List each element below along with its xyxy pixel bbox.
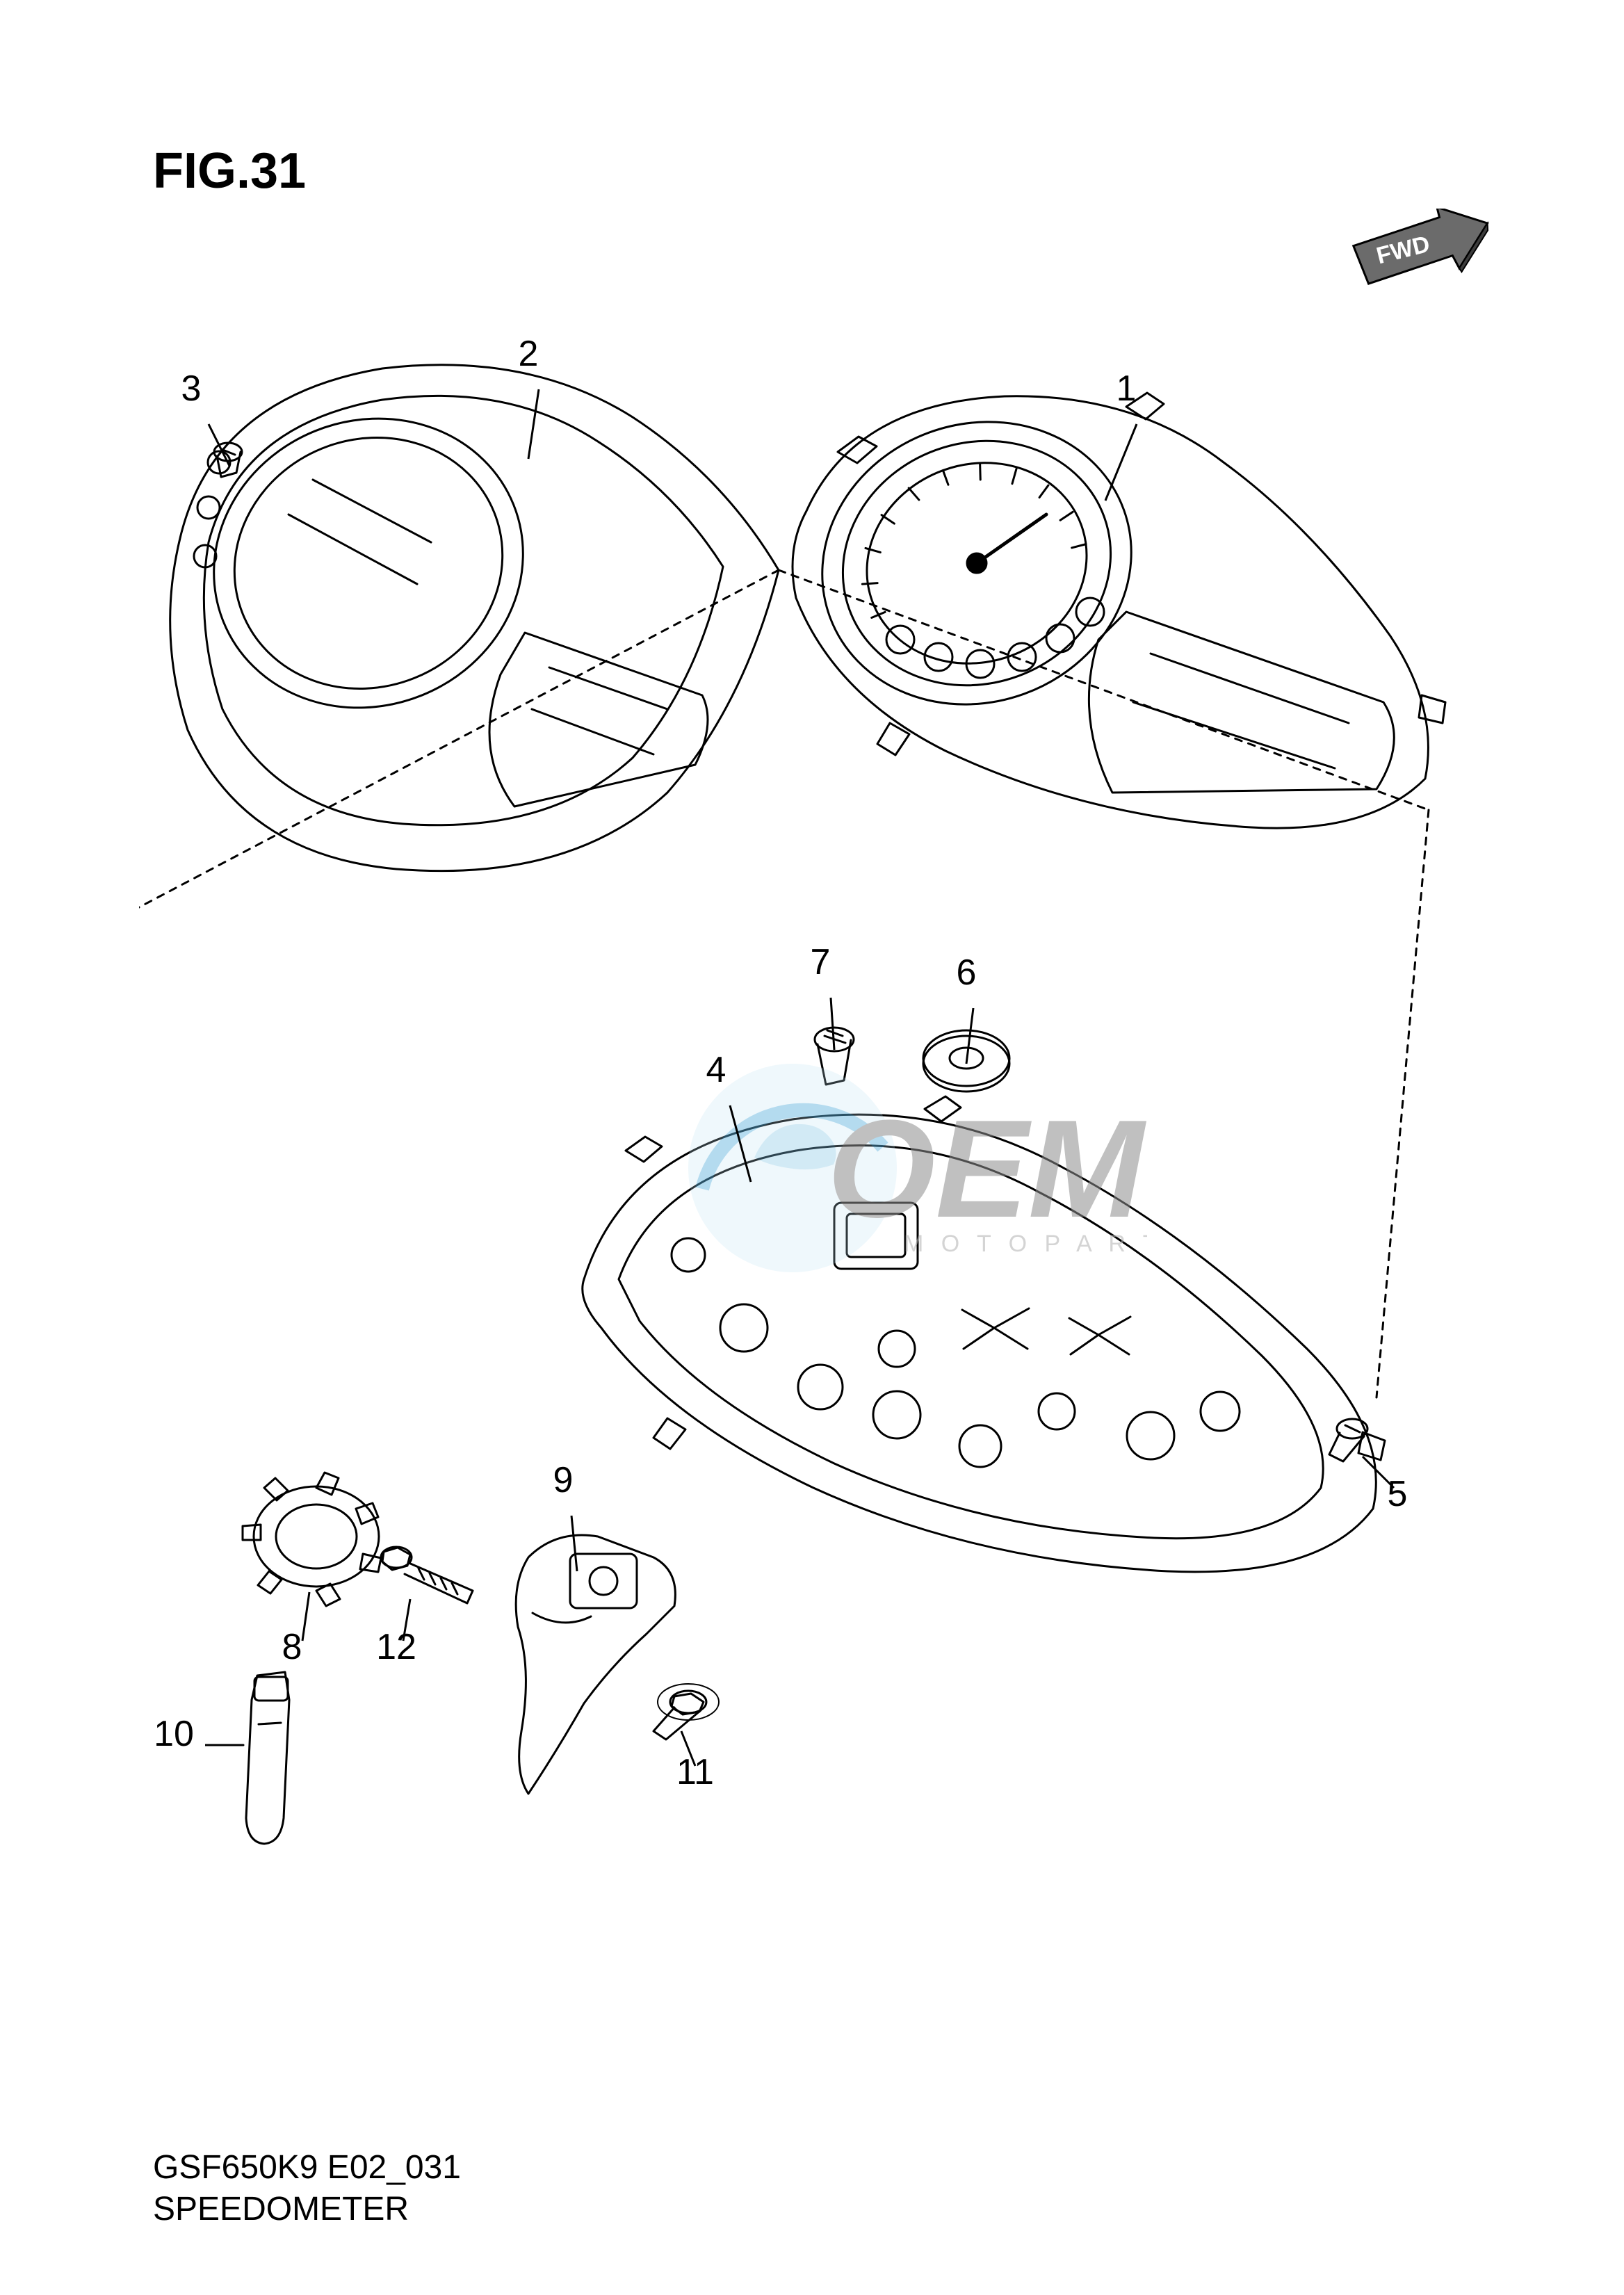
part-cushion xyxy=(923,1030,1009,1092)
callout-2: 2 xyxy=(507,333,550,375)
drawing-code: GSF650K9 E02_031 xyxy=(153,2148,461,2187)
drawing-name: SPEEDOMETER xyxy=(153,2190,409,2228)
callout-9: 9 xyxy=(542,1459,585,1501)
part-speedometer-assy xyxy=(782,379,1445,828)
callout-5: 5 xyxy=(1376,1473,1419,1515)
exploded-diagram xyxy=(139,306,1488,1974)
callout-8: 8 xyxy=(270,1626,314,1668)
part-screw-cover xyxy=(214,443,242,477)
part-bracket-speedometer xyxy=(516,1535,675,1794)
fwd-arrow-icon: FWD xyxy=(1349,209,1495,285)
part-band xyxy=(229,1672,289,1844)
part-case-lower xyxy=(583,1096,1385,1572)
callout-7: 7 xyxy=(799,941,842,983)
callout-10: 10 xyxy=(152,1713,195,1755)
fwd-direction-badge: FWD xyxy=(1349,209,1495,285)
part-bolt-bracket xyxy=(653,1684,719,1740)
callout-11: 11 xyxy=(674,1751,717,1793)
part-screw-long xyxy=(381,1547,473,1603)
callout-12: 12 xyxy=(375,1626,418,1668)
callout-3: 3 xyxy=(170,368,213,409)
part-bolt xyxy=(815,1028,854,1085)
callout-6: 6 xyxy=(945,952,988,994)
callout-1: 1 xyxy=(1105,368,1148,409)
callout-4: 4 xyxy=(695,1049,738,1091)
part-ignition-switch-cover xyxy=(243,1473,381,1606)
figure-title: FIG.31 xyxy=(153,143,306,200)
